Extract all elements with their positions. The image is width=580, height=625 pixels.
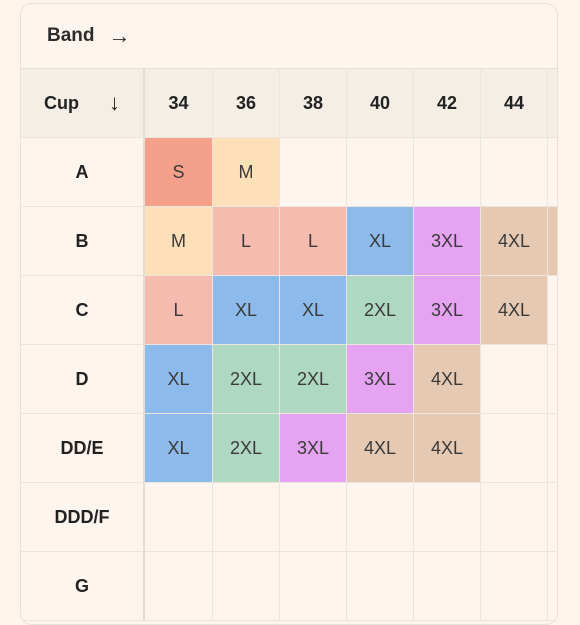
size-cell: XL <box>280 276 347 345</box>
band-label: Band <box>47 25 95 46</box>
size-cell: 4XL <box>347 414 414 483</box>
empty-size-cell <box>548 138 557 207</box>
size-cell: 4XL <box>548 207 557 276</box>
size-cell: S <box>145 138 213 207</box>
size-cell: 3XL <box>414 207 481 276</box>
size-cell: M <box>213 138 280 207</box>
empty-size-cell <box>347 483 414 552</box>
empty-size-cell <box>481 138 548 207</box>
size-cell: 2XL <box>280 345 347 414</box>
cup-row-header: G <box>21 552 145 621</box>
empty-size-cell <box>280 138 347 207</box>
arrow-down-icon: ↓ <box>109 90 120 115</box>
size-cell: 2XL <box>213 345 280 414</box>
empty-size-cell <box>548 276 557 345</box>
cup-row-header: DD/E <box>21 414 145 483</box>
size-cell: XL <box>347 207 414 276</box>
empty-size-cell <box>213 552 280 621</box>
size-cell: XL <box>145 345 213 414</box>
cup-row-header: D <box>21 345 145 414</box>
size-cell: M <box>145 207 213 276</box>
empty-size-cell <box>481 414 548 483</box>
band-header-42: 42 <box>414 69 481 138</box>
empty-size-cell <box>548 552 557 621</box>
empty-size-cell <box>414 483 481 552</box>
empty-size-cell <box>548 483 557 552</box>
empty-size-cell <box>414 138 481 207</box>
size-cell: L <box>280 207 347 276</box>
empty-size-cell <box>548 345 557 414</box>
size-cell: XL <box>213 276 280 345</box>
cup-row-header: DDD/F <box>21 483 145 552</box>
band-header-empty <box>548 69 557 138</box>
size-cell: XL <box>145 414 213 483</box>
band-header-36: 36 <box>213 69 280 138</box>
cup-row-header: A <box>21 138 145 207</box>
arrow-right-icon: → <box>108 23 131 48</box>
size-chart-card: Band → Cup ↓ 34 36 38 40 42 44 A S M B M L L XL 3XL 4XL… <box>20 3 558 625</box>
size-cell: 2XL <box>347 276 414 345</box>
empty-size-cell <box>213 483 280 552</box>
size-cell: 3XL <box>414 276 481 345</box>
size-grid: Cup ↓ 343638404244ASMBMLLXL3XL4XL4XLCLXL… <box>21 68 557 621</box>
empty-size-cell <box>145 483 213 552</box>
cup-header: Cup ↓ <box>21 69 145 138</box>
size-cell: 4XL <box>481 207 548 276</box>
band-header-34: 34 <box>145 69 213 138</box>
size-cell: 4XL <box>481 276 548 345</box>
cup-row-header: B <box>21 207 145 276</box>
empty-size-cell <box>481 552 548 621</box>
size-cell: 4XL <box>414 414 481 483</box>
size-cell: L <box>145 276 213 345</box>
empty-size-cell <box>481 345 548 414</box>
empty-size-cell <box>145 552 213 621</box>
empty-size-cell <box>280 483 347 552</box>
band-header-44: 44 <box>481 69 548 138</box>
empty-size-cell <box>280 552 347 621</box>
size-cell: 3XL <box>347 345 414 414</box>
size-cell: 4XL <box>414 345 481 414</box>
size-cell: L <box>213 207 280 276</box>
cup-label: Cup <box>44 92 79 113</box>
empty-size-cell <box>414 552 481 621</box>
empty-size-cell <box>481 483 548 552</box>
empty-size-cell <box>347 138 414 207</box>
size-cell: 3XL <box>280 414 347 483</box>
size-cell: 2XL <box>213 414 280 483</box>
empty-size-cell <box>548 414 557 483</box>
band-axis-label: Band → <box>21 4 557 68</box>
empty-size-cell <box>347 552 414 621</box>
band-header-40: 40 <box>347 69 414 138</box>
band-header-38: 38 <box>280 69 347 138</box>
cup-row-header: C <box>21 276 145 345</box>
